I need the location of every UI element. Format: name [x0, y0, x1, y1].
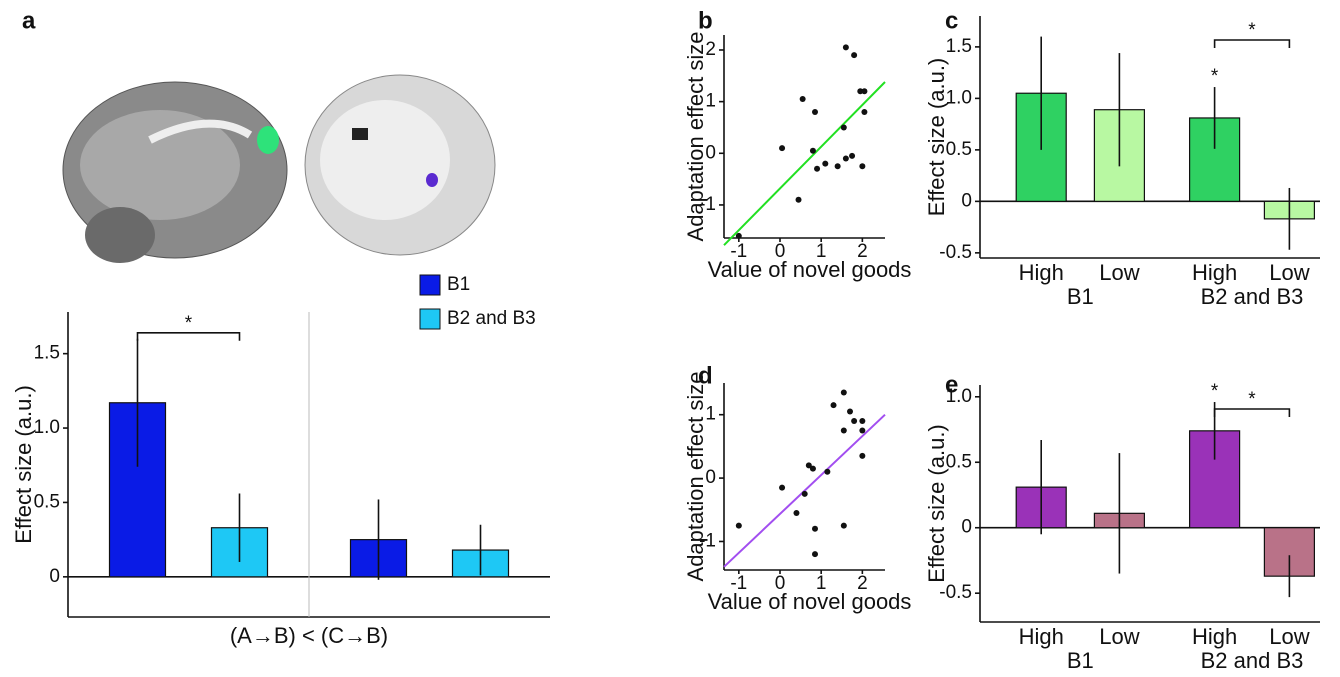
significance-star: *	[1211, 66, 1219, 87]
significance-star: *	[185, 313, 193, 334]
y-tick-label: 0	[49, 566, 60, 587]
data-point	[796, 197, 802, 203]
significance-bracket	[1215, 409, 1290, 417]
data-point	[851, 52, 857, 58]
purple-cluster	[426, 173, 438, 187]
data-point	[861, 88, 867, 94]
y-tick-label: 0.5	[34, 491, 60, 512]
legend-label: B2 and B3	[447, 308, 536, 329]
data-point	[812, 109, 818, 115]
data-point	[779, 485, 785, 491]
data-point	[810, 148, 816, 154]
y-tick-label: -0.5	[939, 582, 972, 603]
data-point	[841, 523, 847, 529]
data-point	[736, 233, 742, 239]
data-point	[861, 109, 867, 115]
green-cluster	[257, 126, 279, 154]
y-axis-label: Effect size (a.u.)	[924, 58, 949, 217]
x-tick-label: Low	[1269, 624, 1309, 649]
page: {"chart_data": [ {"panel": "a", "type": …	[0, 0, 1340, 677]
significance-star: *	[1248, 389, 1256, 410]
data-point	[802, 491, 808, 497]
data-point	[841, 428, 847, 434]
y-axis-label: Adaptation effect size	[683, 32, 708, 242]
data-point	[831, 402, 837, 408]
data-point	[851, 418, 857, 424]
legend-swatch	[420, 275, 440, 295]
x-axis-label: (A→B) < (C→B)	[230, 623, 388, 648]
data-point	[793, 510, 799, 516]
y-tick-label: 0	[961, 190, 972, 211]
data-point	[859, 453, 865, 459]
data-point	[736, 523, 742, 529]
data-point	[843, 155, 849, 161]
ventricle	[352, 128, 368, 140]
significance-star: *	[1248, 20, 1256, 41]
group-label: B1	[1067, 648, 1094, 673]
x-axis-label: Value of novel goods	[708, 257, 912, 282]
y-axis-label: Effect size (a.u.)	[924, 424, 949, 583]
data-point	[824, 469, 830, 475]
data-point	[814, 166, 820, 172]
y-axis-label: Adaptation effect size	[683, 372, 708, 582]
x-tick-label: High	[1019, 260, 1064, 285]
x-tick-label: Low	[1099, 260, 1139, 285]
y-axis-label: Effect size (a.u.)	[11, 385, 36, 544]
y-tick-label: 1.5	[34, 343, 60, 364]
data-point	[859, 428, 865, 434]
data-point	[835, 163, 841, 169]
cerebellum	[85, 207, 155, 263]
data-point	[847, 409, 853, 415]
significance-bracket	[138, 333, 240, 341]
data-point	[779, 145, 785, 151]
panel-letter: b	[698, 7, 713, 34]
data-point	[859, 163, 865, 169]
y-tick-label: 1.0	[946, 87, 972, 108]
brain-region	[320, 100, 450, 220]
x-tick-label: Low	[1269, 260, 1309, 285]
y-tick-label: 0.5	[946, 451, 972, 472]
data-point	[849, 153, 855, 159]
data-point	[800, 96, 806, 102]
figure: a00.51.01.5Effect size (a.u.)B1B2 and B3…	[0, 0, 1340, 677]
y-tick-label: -0.5	[939, 242, 972, 263]
data-point	[843, 44, 849, 50]
y-tick-label: 1.0	[946, 386, 972, 407]
data-point	[822, 161, 828, 167]
group-label: B2 and B3	[1201, 284, 1304, 309]
data-point	[812, 526, 818, 532]
x-tick-label: High	[1192, 624, 1237, 649]
data-point	[810, 466, 816, 472]
panel-letter: a	[22, 7, 36, 34]
data-point	[841, 124, 847, 130]
x-tick-label: High	[1192, 260, 1237, 285]
y-tick-label: 0	[961, 517, 972, 538]
significance-bracket	[1215, 40, 1290, 48]
legend-swatch	[420, 309, 440, 329]
significance-star: *	[1211, 381, 1219, 402]
panel-letter: c	[945, 7, 958, 34]
data-point	[841, 390, 847, 396]
group-label: B1	[1067, 284, 1094, 309]
data-point	[859, 418, 865, 424]
y-tick-label: 1.0	[34, 417, 60, 438]
x-tick-label: High	[1019, 624, 1064, 649]
fit-line	[724, 415, 885, 567]
data-point	[812, 551, 818, 557]
brain-images	[63, 75, 495, 263]
y-tick-label: 1.5	[946, 36, 972, 57]
x-tick-label: Low	[1099, 624, 1139, 649]
group-label: B2 and B3	[1201, 648, 1304, 673]
y-tick-label: 0.5	[946, 139, 972, 160]
legend-label: B1	[447, 274, 470, 295]
x-axis-label: Value of novel goods	[708, 589, 912, 614]
